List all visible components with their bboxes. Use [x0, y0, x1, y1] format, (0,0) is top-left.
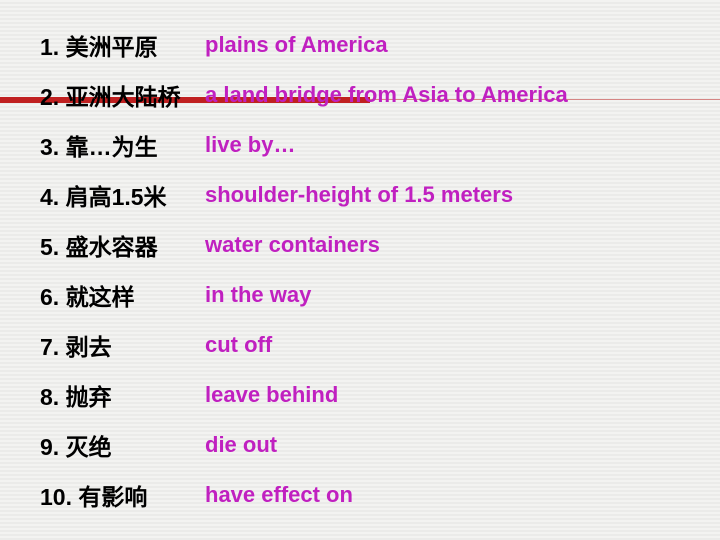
- list-item: 7. 剥去 cut off: [40, 320, 700, 370]
- item-number: 10.: [40, 484, 72, 511]
- list-item: 3. 靠…为生 live by…: [40, 120, 700, 170]
- item-number: 1.: [40, 34, 59, 61]
- item-translation: leave behind: [205, 382, 338, 408]
- list-item: 8. 抛弃 leave behind: [40, 370, 700, 420]
- term-cell: 7. 剥去: [40, 328, 205, 362]
- list-item: 6. 就这样 in the way: [40, 270, 700, 320]
- item-term: 有影响: [78, 478, 147, 512]
- term-cell: 4. 肩高1.5米: [40, 178, 205, 212]
- item-translation: a land bridge from Asia to America: [205, 82, 568, 108]
- term-cell: 3. 靠…为生: [40, 128, 205, 162]
- list-item: 5. 盛水容器 water containers: [40, 220, 700, 270]
- item-number: 6.: [40, 284, 59, 311]
- item-translation: shoulder-height of 1.5 meters: [205, 182, 513, 208]
- item-term: 美洲平原: [66, 28, 158, 62]
- item-number: 9.: [40, 434, 59, 461]
- term-cell: 1. 美洲平原: [40, 28, 205, 62]
- item-number: 4.: [40, 184, 59, 211]
- term-cell: 5. 盛水容器: [40, 228, 205, 262]
- list-item: 2. 亚洲大陆桥 a land bridge from Asia to Amer…: [40, 70, 700, 120]
- item-translation: plains of America: [205, 32, 388, 58]
- item-translation: cut off: [205, 332, 272, 358]
- list-item: 1. 美洲平原 plains of America: [40, 20, 700, 70]
- item-term: 盛水容器: [66, 228, 158, 262]
- item-translation: have effect on: [205, 482, 353, 508]
- item-number: 5.: [40, 234, 59, 261]
- item-term: 剥去: [66, 328, 112, 362]
- term-cell: 2. 亚洲大陆桥: [40, 78, 205, 112]
- list-item: 10. 有影响 have effect on: [40, 470, 700, 520]
- term-cell: 6. 就这样: [40, 278, 205, 312]
- item-term: 就这样: [66, 278, 135, 312]
- item-term: 亚洲大陆桥: [66, 78, 181, 112]
- item-translation: in the way: [205, 282, 311, 308]
- item-number: 3.: [40, 134, 59, 161]
- item-term: 抛弃: [66, 378, 112, 412]
- item-number: 2.: [40, 84, 59, 111]
- list-item: 9. 灭绝 die out: [40, 420, 700, 470]
- term-cell: 9. 灭绝: [40, 428, 205, 462]
- list-item: 4. 肩高1.5米 shoulder-height of 1.5 meters: [40, 170, 700, 220]
- item-translation: die out: [205, 432, 277, 458]
- item-term: 肩高1.5米: [66, 178, 167, 212]
- item-number: 7.: [40, 334, 59, 361]
- item-translation: water containers: [205, 232, 380, 258]
- item-term: 灭绝: [66, 428, 112, 462]
- term-cell: 10. 有影响: [40, 478, 205, 512]
- vocab-list: 1. 美洲平原 plains of America 2. 亚洲大陆桥 a lan…: [40, 20, 700, 520]
- term-cell: 8. 抛弃: [40, 378, 205, 412]
- item-term: 靠…为生: [66, 128, 158, 162]
- item-translation: live by…: [205, 132, 295, 158]
- item-number: 8.: [40, 384, 59, 411]
